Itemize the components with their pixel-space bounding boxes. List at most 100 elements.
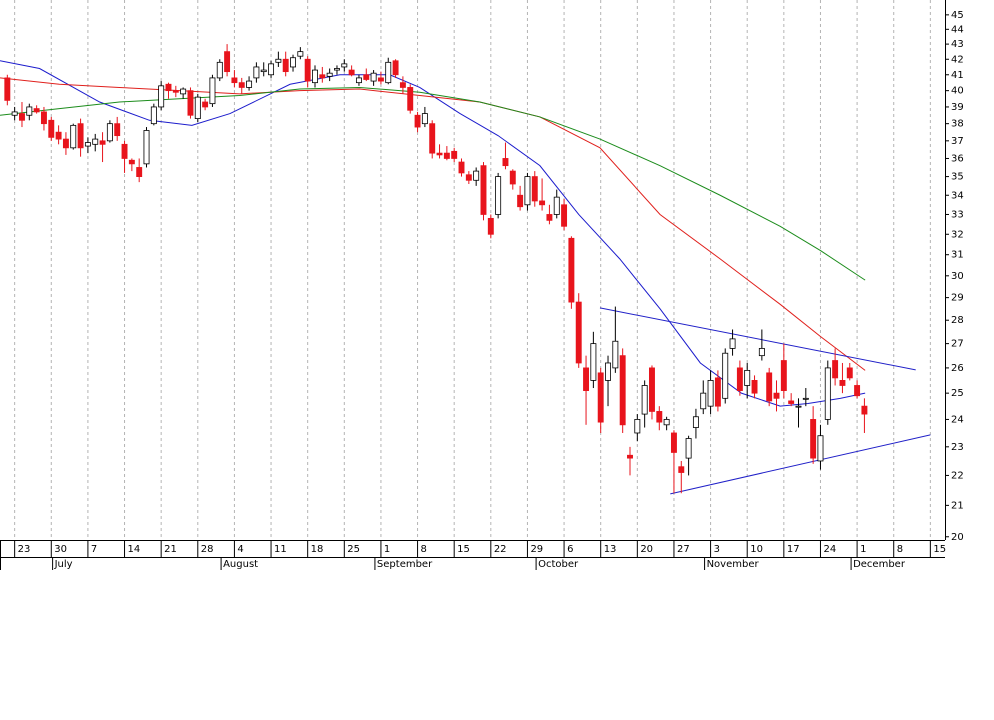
x-tick-label: 27 [677, 544, 690, 555]
candle-body [451, 150, 458, 159]
candle-body [429, 123, 436, 154]
y-tick-label: 34 [951, 190, 964, 201]
candle-body [70, 124, 77, 149]
month-label: October [538, 559, 579, 570]
y-tick-label: 44 [951, 24, 964, 35]
candle-body [641, 385, 648, 415]
candle-body [854, 385, 861, 397]
candle-body [238, 82, 245, 88]
candle-body [751, 380, 758, 394]
candle-body [773, 392, 780, 399]
y-tick-label: 33 [951, 209, 964, 220]
x-tick-label: 23 [18, 544, 31, 555]
candle-body [473, 170, 480, 181]
candle-body [275, 58, 282, 63]
candle-body [143, 130, 150, 165]
candle-body [561, 204, 568, 227]
candle-body [92, 138, 99, 145]
candle-body [795, 405, 802, 408]
candle-body [465, 174, 472, 181]
candle-body [19, 113, 25, 121]
x-tick-label: 8 [421, 544, 427, 555]
candle-body [443, 152, 450, 159]
x-tick-label: 1 [384, 544, 390, 555]
candle-body [692, 416, 699, 428]
candle-body [114, 123, 121, 137]
y-tick-label: 26 [951, 363, 964, 374]
candle-body [861, 405, 868, 415]
candle-body [531, 176, 538, 202]
candle-body [656, 411, 663, 423]
moving-average [0, 60, 866, 407]
x-tick-label: 17 [787, 544, 800, 555]
x-tick-label: 29 [530, 544, 543, 555]
candle-body [583, 367, 590, 391]
x-tick-label: 8 [897, 544, 903, 555]
candle-body [11, 111, 18, 116]
candle-body [319, 74, 326, 79]
moving-average [0, 86, 866, 281]
month-label: September [377, 559, 433, 570]
candle-body [824, 367, 831, 420]
candle-body [253, 66, 260, 79]
y-tick-label: 27 [951, 339, 964, 350]
y-tick-label: 36 [951, 153, 964, 164]
candle-body [121, 143, 128, 159]
candle-body [722, 352, 729, 399]
candle-body [334, 68, 340, 71]
candle-body [297, 51, 304, 57]
month-label: July [54, 559, 73, 570]
candle-body [77, 123, 84, 149]
y-tick-label: 42 [951, 54, 964, 65]
month-label: November [707, 559, 760, 570]
candle-body [407, 87, 414, 111]
y-tick-label: 28 [951, 315, 964, 326]
candle-body [231, 77, 238, 84]
moving-average [0, 77, 866, 371]
month-label: December [853, 559, 906, 570]
x-tick-label: 24 [823, 544, 836, 555]
candle-body [649, 367, 655, 412]
candle-body [605, 362, 611, 381]
candle-body [158, 85, 165, 108]
x-tick-label: 15 [933, 544, 946, 555]
candle-body [553, 196, 560, 215]
y-tick-label: 29 [951, 293, 964, 304]
candle-body [48, 119, 55, 138]
candle-body [312, 69, 318, 84]
y-tick-label: 41 [951, 70, 964, 81]
y-tick-label: 31 [951, 250, 964, 261]
candle-body [224, 51, 231, 73]
candle-body [136, 167, 143, 177]
x-tick-label: 13 [604, 544, 617, 555]
candle-body [729, 338, 736, 349]
y-tick-label: 35 [951, 172, 964, 183]
y-tick-label: 39 [951, 102, 964, 113]
candle-body [663, 419, 670, 426]
candle-body [304, 58, 311, 82]
x-tick-label: 25 [347, 544, 360, 555]
y-tick-label: 37 [951, 136, 964, 147]
candle-body [370, 72, 377, 82]
candle-body [736, 367, 743, 391]
candle-body [62, 138, 69, 149]
candle-body [502, 158, 509, 167]
candle-body [802, 397, 809, 400]
candle-body [180, 88, 187, 95]
candle-body [165, 83, 172, 92]
candle-body [187, 90, 194, 116]
y-tick-label: 45 [951, 10, 964, 21]
candle-body [40, 111, 47, 125]
candle-body [268, 63, 275, 76]
candle-body [546, 214, 553, 221]
candle-body [458, 161, 465, 174]
candle-body [150, 106, 157, 125]
candle-body [202, 101, 209, 108]
candle-body [392, 60, 399, 76]
candle-body [714, 377, 721, 407]
candle-body [480, 165, 487, 215]
candle-body [568, 237, 575, 303]
candle-body [4, 77, 11, 101]
